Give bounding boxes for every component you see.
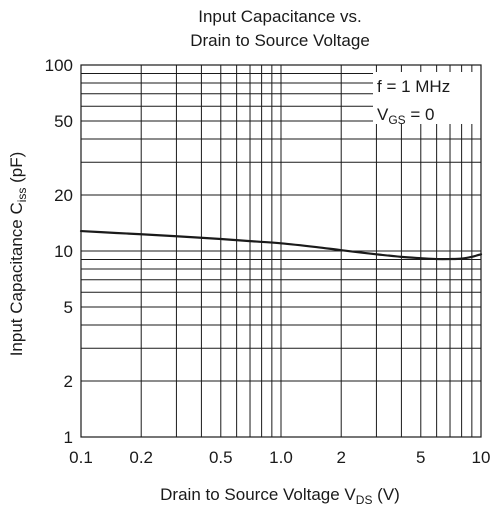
x-tick-label: 1.0 (269, 448, 293, 467)
y-tick-label: 100 (45, 56, 73, 75)
x-tick-label: 2 (336, 448, 345, 467)
x-tick-label: 5 (416, 448, 425, 467)
y-tick-label: 5 (64, 298, 73, 317)
chart-title-line1: Input Capacitance vs. (198, 7, 362, 26)
y-tick-label: 10 (54, 242, 73, 261)
x-tick-label: 10 (472, 448, 491, 467)
annotation-box (373, 72, 481, 124)
x-tick-label: 0.1 (69, 448, 93, 467)
y-tick-label: 50 (54, 112, 73, 131)
x-tick-label: 0.5 (209, 448, 233, 467)
annotation-vgs: VGS = 0 (377, 105, 435, 127)
x-axis-label: Drain to Source Voltage VDS (V) (160, 485, 400, 507)
chart-title-line2: Drain to Source Voltage (190, 31, 370, 50)
y-tick-label: 20 (54, 186, 73, 205)
y-tick-label: 1 (64, 428, 73, 447)
tick-label-layer: 0.1 0.2 0.5 1.0 2 5 10 1 2 5 10 20 50 100 (45, 56, 491, 467)
plot-frame (80, 64, 482, 438)
y-axis-label: Input Capacitance Ciss (pF) (7, 152, 29, 357)
annotation-frequency: f = 1 MHz (377, 77, 450, 96)
series-line (79, 229, 483, 261)
x-tick-label: 0.2 (129, 448, 153, 467)
grid-layer (81, 65, 481, 437)
y-tick-label: 2 (64, 372, 73, 391)
